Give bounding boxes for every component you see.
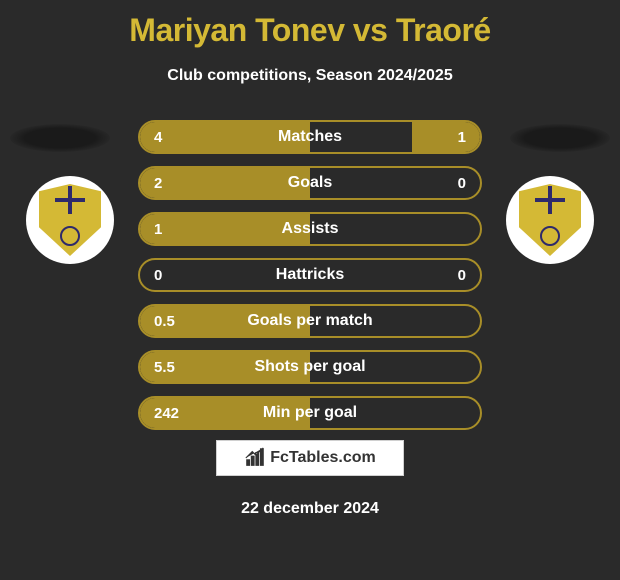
stat-row: 0.5 Goals per match bbox=[138, 304, 482, 338]
stat-value-left: 1 bbox=[154, 221, 162, 238]
stat-label: Goals per match bbox=[247, 312, 372, 330]
stat-value-left: 0.5 bbox=[154, 313, 175, 330]
stat-value-right: 0 bbox=[458, 175, 466, 192]
footer-date: 22 december 2024 bbox=[241, 500, 379, 518]
stat-label: Shots per goal bbox=[254, 358, 365, 376]
stat-label: Matches bbox=[278, 128, 342, 146]
team-badge-left bbox=[26, 176, 114, 264]
comparison-title: Mariyan Tonev vs Traoré bbox=[0, 0, 620, 49]
stat-row: 1 Assists bbox=[138, 212, 482, 246]
stat-fill-right bbox=[412, 122, 480, 152]
stat-label: Min per goal bbox=[263, 404, 357, 422]
stat-value-right: 0 bbox=[458, 267, 466, 284]
stat-value-left: 2 bbox=[154, 175, 162, 192]
shield-icon bbox=[39, 184, 101, 256]
stat-row: 0 Hattricks 0 bbox=[138, 258, 482, 292]
stat-value-left: 5.5 bbox=[154, 359, 175, 376]
brand-text: FcTables.com bbox=[270, 449, 376, 467]
stat-row: 2 Goals 0 bbox=[138, 166, 482, 200]
season-subtitle: Club competitions, Season 2024/2025 bbox=[0, 67, 620, 85]
stat-row: 4 Matches 1 bbox=[138, 120, 482, 154]
stat-label: Hattricks bbox=[276, 266, 344, 284]
stat-row: 242 Min per goal bbox=[138, 396, 482, 430]
brand-logo: FcTables.com bbox=[216, 440, 404, 476]
stat-row: 5.5 Shots per goal bbox=[138, 350, 482, 384]
chart-icon bbox=[244, 447, 266, 469]
stat-fill-left bbox=[140, 168, 310, 198]
stats-container: 4 Matches 1 2 Goals 0 1 Assists 0 Hattricks 0 0.5 Go… bbox=[138, 120, 482, 442]
stat-value-left: 4 bbox=[154, 129, 162, 146]
stat-value-right: 1 bbox=[458, 129, 466, 146]
stat-label: Assists bbox=[282, 220, 339, 238]
stat-value-left: 0 bbox=[154, 267, 162, 284]
stat-value-left: 242 bbox=[154, 405, 179, 422]
shadow-left bbox=[10, 124, 110, 152]
team-badge-right bbox=[506, 176, 594, 264]
stat-label: Goals bbox=[288, 174, 332, 192]
shield-icon bbox=[519, 184, 581, 256]
shadow-right bbox=[510, 124, 610, 152]
